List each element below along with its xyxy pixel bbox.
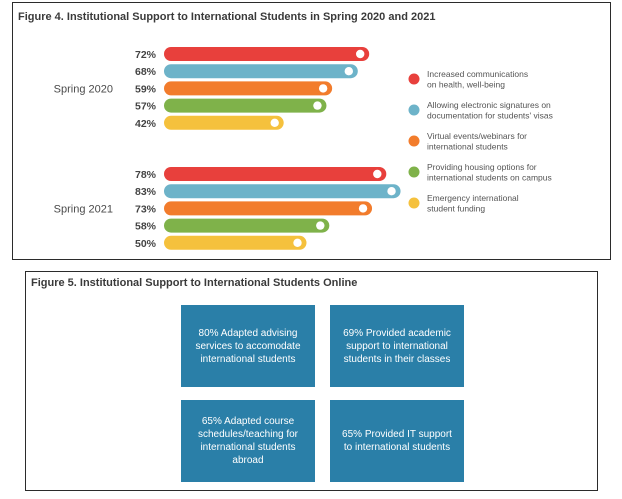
figure-4-chart: Spring 2020 72% 68% 59% 57% 42% Spring 2021 78%… [54,47,553,250]
figure-4-panel: Figure 4. Institutional Support to Inter… [12,2,611,260]
value-label-spring-2020-4: 42% [135,118,157,130]
bar-end-marker-spring-2020-3 [313,101,322,110]
bar-end-marker-spring-2021-1 [387,187,396,196]
bar-spring-2021-2 [164,201,373,216]
support-box-academic: 69% Provided academic support to interna… [330,305,464,387]
legend-marker-2 [408,135,420,147]
legend-label-1-line-0: Allowing electronic signatures on [427,100,551,110]
group-label-spring-2021: Spring 2021 [54,203,113,215]
value-label-spring-2021-1: 83% [135,186,157,198]
figure-4-title: Figure 4. Institutional Support to Inter… [18,11,436,23]
value-label-spring-2020-2: 59% [135,83,157,95]
value-label-spring-2020-1: 68% [135,66,157,78]
support-box-it: 65% Provided IT support to international… [330,400,464,482]
legend-marker-4 [408,197,420,209]
legend-label-4-line-1: student funding [427,204,485,214]
legend-label-0-line-1: on health, well-being [427,80,505,90]
support-box-schedules: 65% Adapted course schedules/teaching fo… [181,400,315,482]
legend-label-4-line-0: Emergency international [427,193,519,203]
bar-end-marker-spring-2020-0 [356,49,365,59]
bar-spring-2020-3 [164,98,327,113]
support-box-advising: 80% Adapted advising services to accomod… [181,305,315,387]
bar-spring-2020-0 [164,47,370,61]
legend-label-0-line-0: Increased communications [427,69,528,79]
bar-spring-2020-2 [164,81,333,96]
value-label-spring-2021-2: 73% [135,203,157,215]
group-label-spring-2020: Spring 2020 [54,83,113,95]
value-label-spring-2021-3: 58% [135,221,157,233]
value-label-spring-2021-0: 78% [135,169,157,181]
bar-spring-2021-4 [164,235,307,250]
legend-marker-1 [408,104,420,116]
legend-label-1-line-1: documentation for students' visas [427,111,553,121]
value-label-spring-2021-4: 50% [135,238,157,250]
bar-spring-2021-1 [164,184,401,199]
legend-label-2-line-0: Virtual events/webinars for [427,131,527,141]
bar-spring-2021-0 [164,167,387,181]
figure-5-panel: Figure 5. Institutional Support to Inter… [25,271,598,491]
legend-label-3-line-1: international students on campus [427,173,552,183]
figure-5-title: Figure 5. Institutional Support to Inter… [31,277,358,289]
bar-end-marker-spring-2020-2 [318,84,328,93]
bar-spring-2021-3 [164,218,330,233]
bar-spring-2020-4 [164,115,284,130]
bar-end-marker-spring-2021-4 [293,238,302,247]
bar-end-marker-spring-2021-3 [316,221,325,230]
legend-label-3-line-0: Providing housing options for [427,162,537,172]
bar-spring-2020-1 [164,64,358,79]
bar-end-marker-spring-2021-0 [373,169,382,179]
value-label-spring-2020-0: 72% [135,49,157,61]
legend-marker-3 [408,166,420,178]
legend-marker-0 [408,73,420,85]
bar-end-marker-spring-2021-2 [358,204,368,213]
legend-label-2-line-1: international students [427,142,508,152]
value-label-spring-2020-3: 57% [135,101,157,113]
bar-end-marker-spring-2020-4 [270,118,279,128]
bar-end-marker-spring-2020-1 [344,67,353,76]
